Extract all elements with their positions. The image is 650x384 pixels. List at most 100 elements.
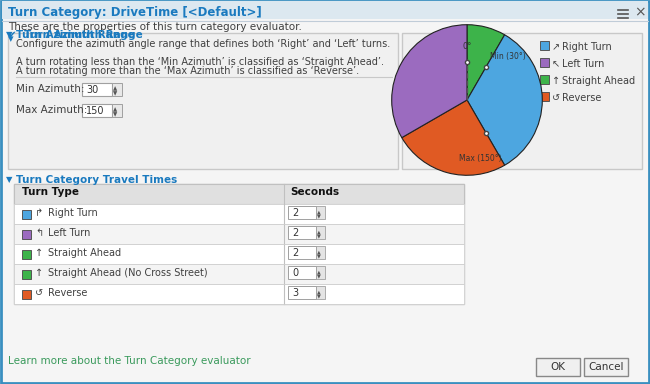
Text: ▲: ▲	[113, 86, 117, 91]
Text: ▼: ▼	[317, 293, 320, 298]
Bar	[22, 210, 31, 219]
Text: ✔  Turn Azimuth Range: ✔ Turn Azimuth Range	[8, 30, 143, 40]
Text: Max (150°): Max (150°)	[460, 154, 502, 163]
Text: Max Azimuth:: Max Azimuth:	[16, 105, 87, 115]
Text: ▼: ▼	[6, 175, 12, 184]
Text: Left Turn: Left Turn	[48, 228, 90, 238]
Bar	[316, 266, 325, 279]
Text: 150: 150	[86, 106, 105, 116]
Text: ▲: ▲	[317, 269, 320, 274]
Text: ▾: ▾	[8, 34, 14, 44]
Bar	[316, 226, 325, 239]
Text: Left Turn: Left Turn	[562, 59, 604, 69]
Text: ×: ×	[634, 5, 645, 19]
Text: OK: OK	[551, 362, 566, 372]
Bar	[316, 246, 325, 259]
Bar	[8, 33, 398, 169]
Bar	[540, 92, 549, 101]
Bar	[540, 58, 549, 67]
Text: ▲: ▲	[317, 249, 320, 254]
Text: ▼: ▼	[317, 233, 320, 238]
Text: 0: 0	[292, 268, 298, 278]
Text: Reverse: Reverse	[562, 93, 601, 103]
Text: ↖: ↖	[552, 59, 560, 69]
Bar	[112, 104, 122, 117]
Wedge shape	[467, 25, 504, 100]
Bar	[82, 83, 112, 96]
Bar	[288, 206, 316, 219]
Text: Reverse: Reverse	[48, 288, 87, 298]
Bar	[2, 1, 648, 19]
Bar	[584, 358, 628, 376]
Text: ▼: ▼	[6, 30, 12, 39]
Bar	[316, 286, 325, 299]
Text: Min (30°): Min (30°)	[489, 52, 525, 61]
Bar	[288, 226, 316, 239]
Bar	[14, 224, 464, 244]
Text: 2: 2	[292, 228, 298, 238]
Text: ▲: ▲	[317, 289, 320, 294]
Text: Min Azimuth:: Min Azimuth:	[16, 84, 84, 94]
Text: 30: 30	[86, 85, 98, 95]
Bar	[540, 41, 549, 50]
Text: Learn more about the Turn Category evaluator: Learn more about the Turn Category evalu…	[8, 356, 251, 366]
Wedge shape	[402, 100, 504, 175]
Text: Turn Type: Turn Type	[22, 187, 79, 197]
Text: ↺: ↺	[552, 93, 560, 103]
Bar	[22, 290, 31, 299]
Text: ↗: ↗	[552, 42, 560, 52]
Text: Right Turn: Right Turn	[48, 208, 98, 218]
Text: 2: 2	[292, 208, 298, 218]
Text: Turn Category Travel Times: Turn Category Travel Times	[16, 175, 177, 185]
Text: 3: 3	[292, 288, 298, 298]
Bar	[316, 206, 325, 219]
Bar	[22, 250, 31, 259]
Text: ↱: ↱	[35, 208, 43, 218]
Text: Straight Ahead (No Cross Street): Straight Ahead (No Cross Street)	[48, 268, 207, 278]
Bar	[112, 83, 122, 96]
Text: ▼: ▼	[113, 91, 117, 96]
Text: ▼: ▼	[317, 253, 320, 258]
Wedge shape	[467, 35, 542, 165]
Text: A turn rotating less than the ‘Min Azimuth’ is classified as ‘Straight Ahead’.: A turn rotating less than the ‘Min Azimu…	[16, 57, 384, 67]
Bar	[14, 244, 464, 264]
Bar	[288, 266, 316, 279]
Text: These are the properties of this turn category evaluator.: These are the properties of this turn ca…	[8, 22, 302, 32]
Text: ▲: ▲	[317, 209, 320, 214]
Bar	[288, 286, 316, 299]
Text: 0°: 0°	[462, 42, 472, 51]
Wedge shape	[392, 25, 467, 137]
Bar	[402, 33, 642, 169]
Bar	[22, 230, 31, 239]
Bar	[14, 184, 464, 304]
Text: Right Turn: Right Turn	[562, 42, 612, 52]
Text: ↑: ↑	[35, 248, 43, 258]
Text: ▼: ▼	[317, 273, 320, 278]
Bar	[22, 270, 31, 279]
Bar	[14, 284, 464, 304]
Bar	[14, 264, 464, 284]
Text: ▼: ▼	[113, 112, 117, 117]
Text: ↑: ↑	[552, 76, 560, 86]
Bar	[82, 104, 112, 117]
Text: ▲: ▲	[317, 229, 320, 234]
Text: Seconds: Seconds	[290, 187, 339, 197]
Bar	[14, 204, 464, 224]
Text: Configure the azimuth angle range that defines both ‘Right’ and ‘Left’ turns.: Configure the azimuth angle range that d…	[16, 39, 390, 49]
Text: Turn Category: DriveTime [<Default>]: Turn Category: DriveTime [<Default>]	[8, 6, 262, 19]
Text: ↺: ↺	[35, 288, 43, 298]
Bar	[536, 358, 580, 376]
Text: Turn Azimuth Range: Turn Azimuth Range	[16, 30, 135, 40]
Text: ↰: ↰	[35, 228, 43, 238]
Text: ↑: ↑	[35, 268, 43, 278]
Bar	[540, 75, 549, 84]
Bar	[288, 246, 316, 259]
Text: Cancel: Cancel	[588, 362, 624, 372]
Text: ▼: ▼	[317, 213, 320, 218]
Text: 2: 2	[292, 248, 298, 258]
Text: Straight Ahead: Straight Ahead	[48, 248, 121, 258]
Text: Straight Ahead: Straight Ahead	[562, 76, 635, 86]
Text: A turn rotating more than the ‘Max Azimuth’ is classified as ‘Reverse’.: A turn rotating more than the ‘Max Azimu…	[16, 66, 359, 76]
Text: ▲: ▲	[113, 107, 117, 112]
Bar	[14, 184, 464, 204]
